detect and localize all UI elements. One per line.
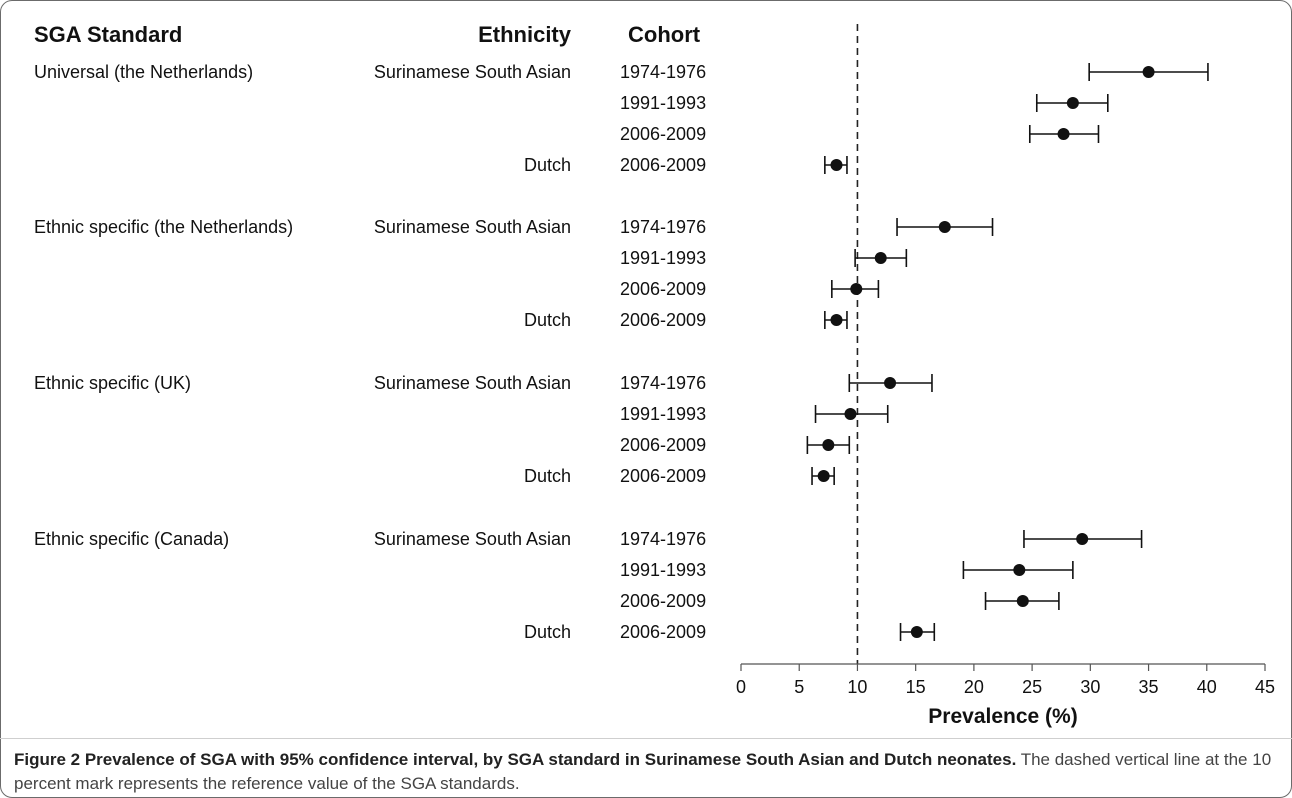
estimate-point [874, 252, 887, 264]
estimate-point [884, 377, 897, 389]
row-cohort-label: 1991-1993 [620, 560, 707, 580]
x-tick-label: 20 [964, 677, 984, 697]
row-cohort-label: 1974-1976 [620, 529, 707, 549]
x-tick-label: 25 [1022, 677, 1042, 697]
row-cohort-label: 2006-2009 [620, 279, 707, 299]
header-ethnicity: Ethnicity [478, 22, 571, 47]
figure-caption: Figure 2 Prevalence of SGA with 95% conf… [14, 748, 1276, 796]
row-standard-label: Ethnic specific (the Netherlands) [34, 217, 294, 237]
x-tick-label: 40 [1197, 677, 1217, 697]
estimate-point [830, 314, 843, 326]
estimate-point [830, 159, 843, 171]
estimate-point [1076, 533, 1089, 545]
x-tick-label: 30 [1080, 677, 1100, 697]
x-tick-label: 45 [1255, 677, 1275, 697]
estimate-point [1057, 128, 1070, 140]
row-cohort-label: 2006-2009 [620, 622, 707, 642]
estimate-point [844, 408, 857, 420]
row-cohort-label: 2006-2009 [620, 435, 707, 455]
row-ethnicity-label: Dutch [523, 466, 571, 486]
estimate-point [1066, 97, 1079, 109]
x-axis-label: Prevalence (%) [928, 705, 1078, 728]
estimate-point [850, 283, 863, 295]
x-tick-label: 5 [794, 677, 804, 697]
row-cohort-label: 2006-2009 [620, 466, 707, 486]
row-cohort-label: 2006-2009 [620, 124, 707, 144]
row-ethnicity-label: Dutch [523, 310, 571, 330]
row-cohort-label: 2006-2009 [620, 155, 707, 175]
row-cohort-label: 1974-1976 [620, 217, 707, 237]
row-standard-label: Ethnic specific (UK) [34, 373, 192, 393]
row-ethnicity-label: Surinamese South Asian [373, 529, 571, 549]
row-cohort-label: 1991-1993 [620, 248, 707, 268]
row-ethnicity-label: Surinamese South Asian [373, 373, 571, 393]
row-ethnicity-label: Surinamese South Asian [373, 217, 571, 237]
estimate-point [1016, 595, 1029, 607]
row-standard-label: Universal (the Netherlands) [34, 62, 254, 82]
x-tick-label: 0 [736, 677, 746, 697]
header-cohort: Cohort [628, 22, 701, 47]
caption-text: The dashed vertical line at the 10 perce… [14, 750, 1272, 793]
caption-divider [0, 738, 1292, 739]
row-ethnicity-label: Dutch [523, 155, 571, 175]
row-cohort-label: 1991-1993 [620, 93, 707, 113]
header-sga-standard: SGA Standard [34, 22, 183, 47]
x-tick-label: 15 [906, 677, 926, 697]
estimate-point [910, 626, 923, 638]
estimate-point [938, 221, 951, 233]
row-standard-label: Ethnic specific (Canada) [34, 529, 230, 549]
estimate-point [822, 439, 835, 451]
row-cohort-label: 1974-1976 [620, 373, 707, 393]
estimate-point [1142, 66, 1155, 78]
x-tick-label: 10 [847, 677, 867, 697]
caption-title: Figure 2 Prevalence of SGA with 95% conf… [14, 750, 1017, 769]
row-ethnicity-label: Dutch [523, 622, 571, 642]
row-cohort-label: 2006-2009 [620, 310, 707, 330]
row-ethnicity-label: Surinamese South Asian [373, 62, 571, 82]
row-cohort-label: 2006-2009 [620, 591, 707, 611]
row-cohort-label: 1974-1976 [620, 62, 707, 82]
row-cohort-label: 1991-1993 [620, 404, 707, 424]
x-tick-label: 35 [1139, 677, 1159, 697]
estimate-point [817, 470, 830, 482]
estimate-point [1013, 564, 1026, 576]
